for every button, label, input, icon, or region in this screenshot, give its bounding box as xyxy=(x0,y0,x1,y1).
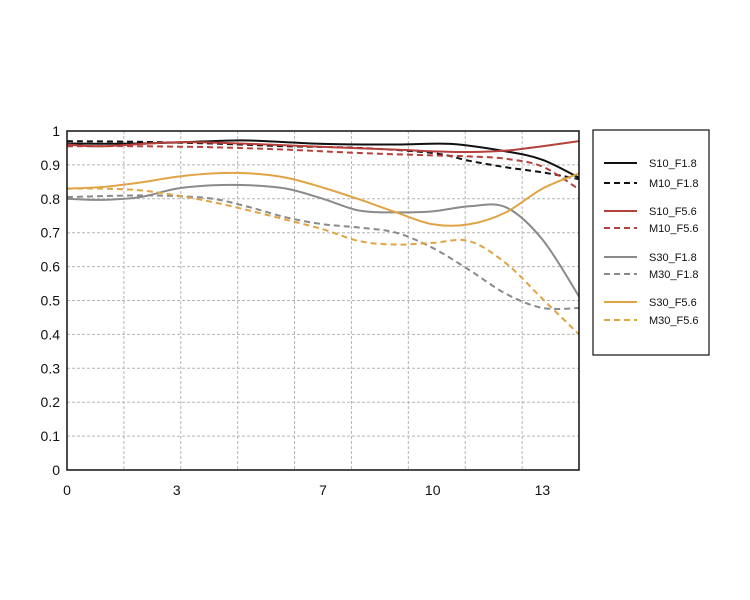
series-lines xyxy=(66,139,580,336)
legend-label: S10_F1.8 xyxy=(649,158,697,170)
y-tick-label: 0.5 xyxy=(41,293,61,309)
series-line-s30-f1-8 xyxy=(66,183,580,297)
legend-label: M30_F1.8 xyxy=(649,269,699,281)
legend-label: S30_F1.8 xyxy=(649,252,697,264)
y-tick-label: 0 xyxy=(52,462,60,478)
x-tick-label: 13 xyxy=(535,482,551,498)
x-tick-label: 7 xyxy=(319,482,327,498)
series-line-m10-f5-6 xyxy=(66,145,580,191)
y-tick-label: 0.4 xyxy=(41,326,61,342)
legend: S10_F1.8 M10_F1.8 S10_F5.6 M10_F5.6 S30_F1.8… xyxy=(592,129,710,356)
series-line-s10-f5-6 xyxy=(66,140,580,154)
x-axis: 0 3 7 10 13 xyxy=(63,482,550,498)
y-tick-label: 1 xyxy=(52,123,60,139)
y-tick-label: 0.2 xyxy=(41,394,61,410)
y-tick-label: 0.6 xyxy=(41,259,61,275)
series-line-s30-f5-6 xyxy=(66,171,580,227)
y-tick-label: 0.8 xyxy=(41,191,61,207)
series-line-m30-f5-6 xyxy=(66,187,580,336)
x-tick-label: 0 xyxy=(63,482,71,498)
series-line-m30-f1-8 xyxy=(66,194,580,311)
y-tick-label: 0.1 xyxy=(41,428,61,444)
legend-label: S10_F5.6 xyxy=(649,206,697,218)
legend-label: M10_F5.6 xyxy=(649,223,699,235)
plot-frame xyxy=(66,130,580,471)
x-tick-label: 3 xyxy=(173,482,181,498)
legend-box xyxy=(592,129,710,356)
y-axis: 0 0.1 0.2 0.3 0.4 0.5 0.6 0.7 0.8 0.9 1 xyxy=(41,123,61,478)
legend-label: M10_F1.8 xyxy=(649,178,699,190)
legend-label: M30_F5.6 xyxy=(649,315,699,327)
y-tick-label: 0.3 xyxy=(41,360,61,376)
x-tick-label: 10 xyxy=(425,482,441,498)
y-tick-label: 0.9 xyxy=(41,157,61,173)
y-tick-label: 0.7 xyxy=(41,225,61,241)
legend-label: S30_F5.6 xyxy=(649,297,697,309)
